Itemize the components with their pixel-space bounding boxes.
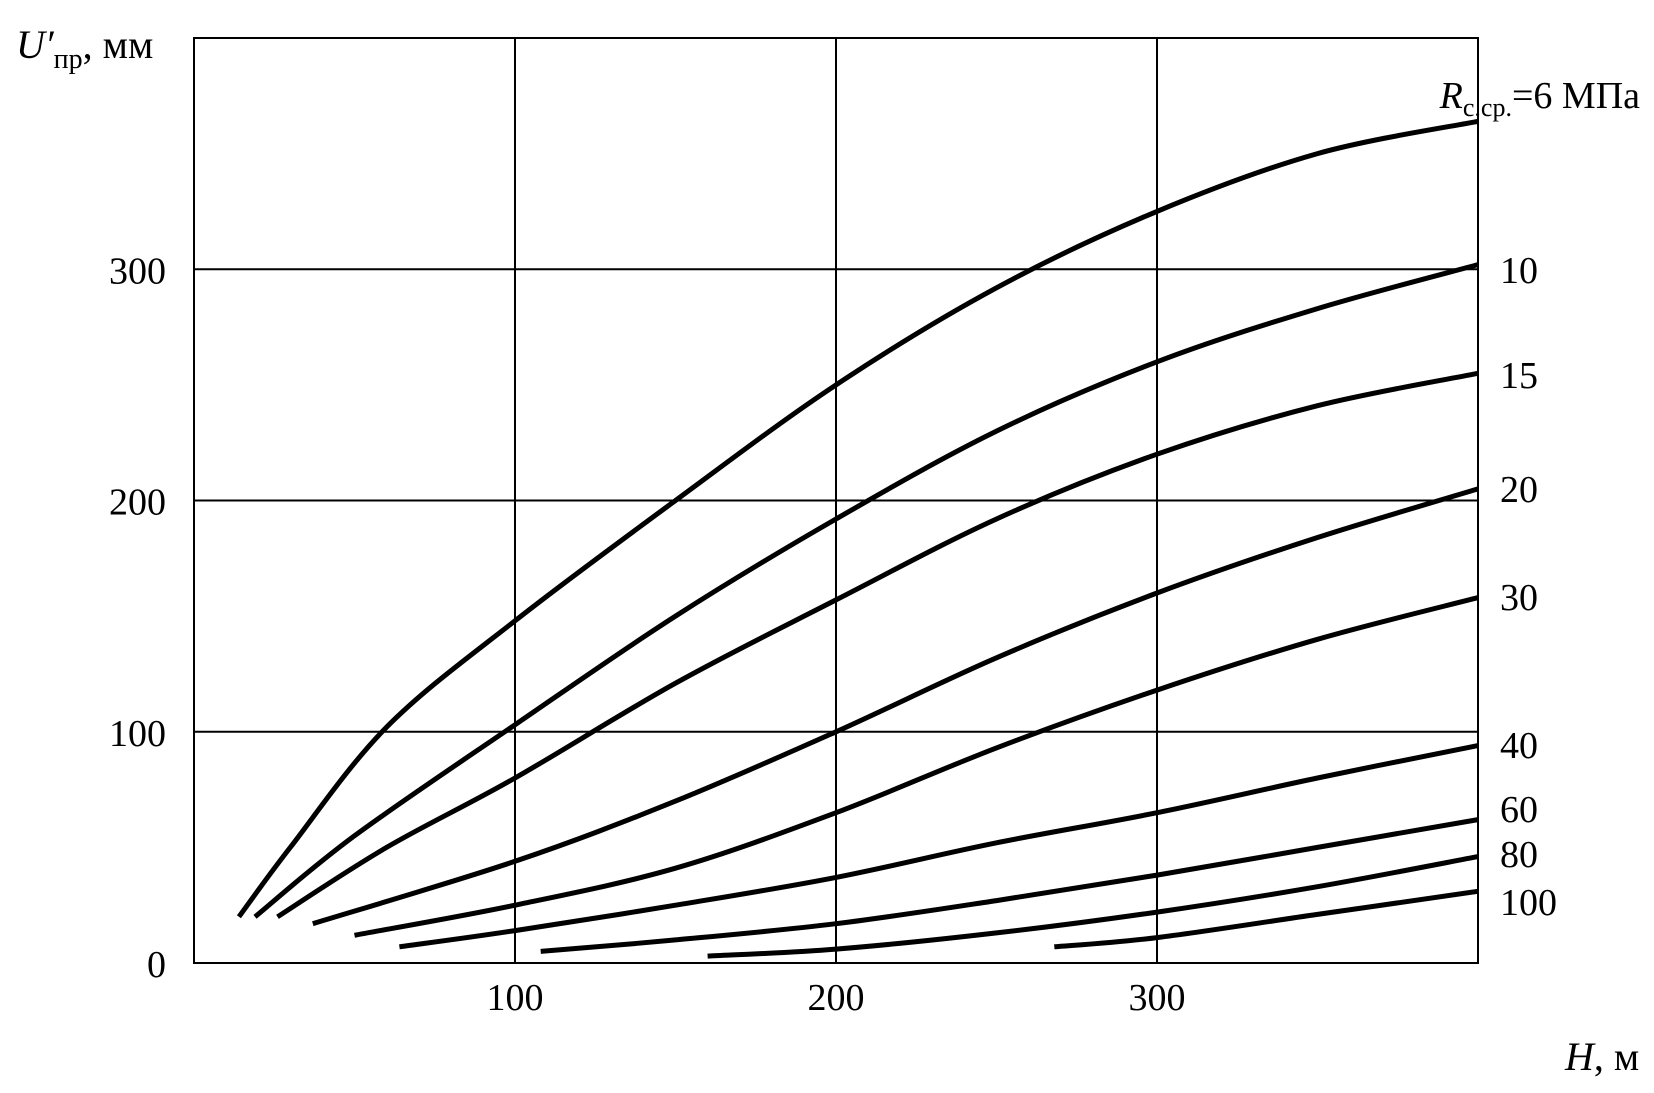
curve-rs-100 <box>1054 888 1479 950</box>
y-tick-label-300: 300 <box>109 250 166 292</box>
x-tick-label-300: 300 <box>1129 977 1186 1019</box>
curve-label-20: 20 <box>1500 469 1538 511</box>
curve-label-40: 40 <box>1500 725 1538 767</box>
y-tick-label-200: 200 <box>109 482 166 524</box>
y-tick-label-100: 100 <box>109 713 166 755</box>
curve-label-80: 80 <box>1500 834 1538 876</box>
curve-label-100: 100 <box>1500 882 1557 924</box>
curve-rs-20 <box>312 486 1479 927</box>
curve-rs-60 <box>540 817 1479 954</box>
curve-rs-6 <box>236 118 1479 919</box>
curves <box>236 118 1479 959</box>
x-tick-label-200: 200 <box>808 977 865 1019</box>
curve-label-30: 30 <box>1500 577 1538 619</box>
curve-rs-15 <box>276 370 1479 919</box>
x-tick-label-100: 100 <box>487 977 544 1019</box>
curve-label-60: 60 <box>1500 789 1538 831</box>
legend-title: Rс.ср.=6 МПа <box>1439 75 1640 122</box>
curve-label-10: 10 <box>1500 250 1538 292</box>
y-tick-label-0: 0 <box>147 944 166 986</box>
curve-rs-30 <box>354 595 1479 938</box>
x-axis-title: H, м <box>1564 1034 1639 1079</box>
curve-rs-10 <box>253 262 1479 919</box>
curve-rs-80 <box>707 854 1479 959</box>
y-axis-title: U′пр, мм <box>16 22 153 75</box>
grid <box>193 37 1479 964</box>
tick-labels: 100 200 300 0 100 200 300 <box>109 250 1186 1019</box>
curve-rs-40 <box>399 743 1479 950</box>
curve-label-15: 15 <box>1500 355 1538 397</box>
